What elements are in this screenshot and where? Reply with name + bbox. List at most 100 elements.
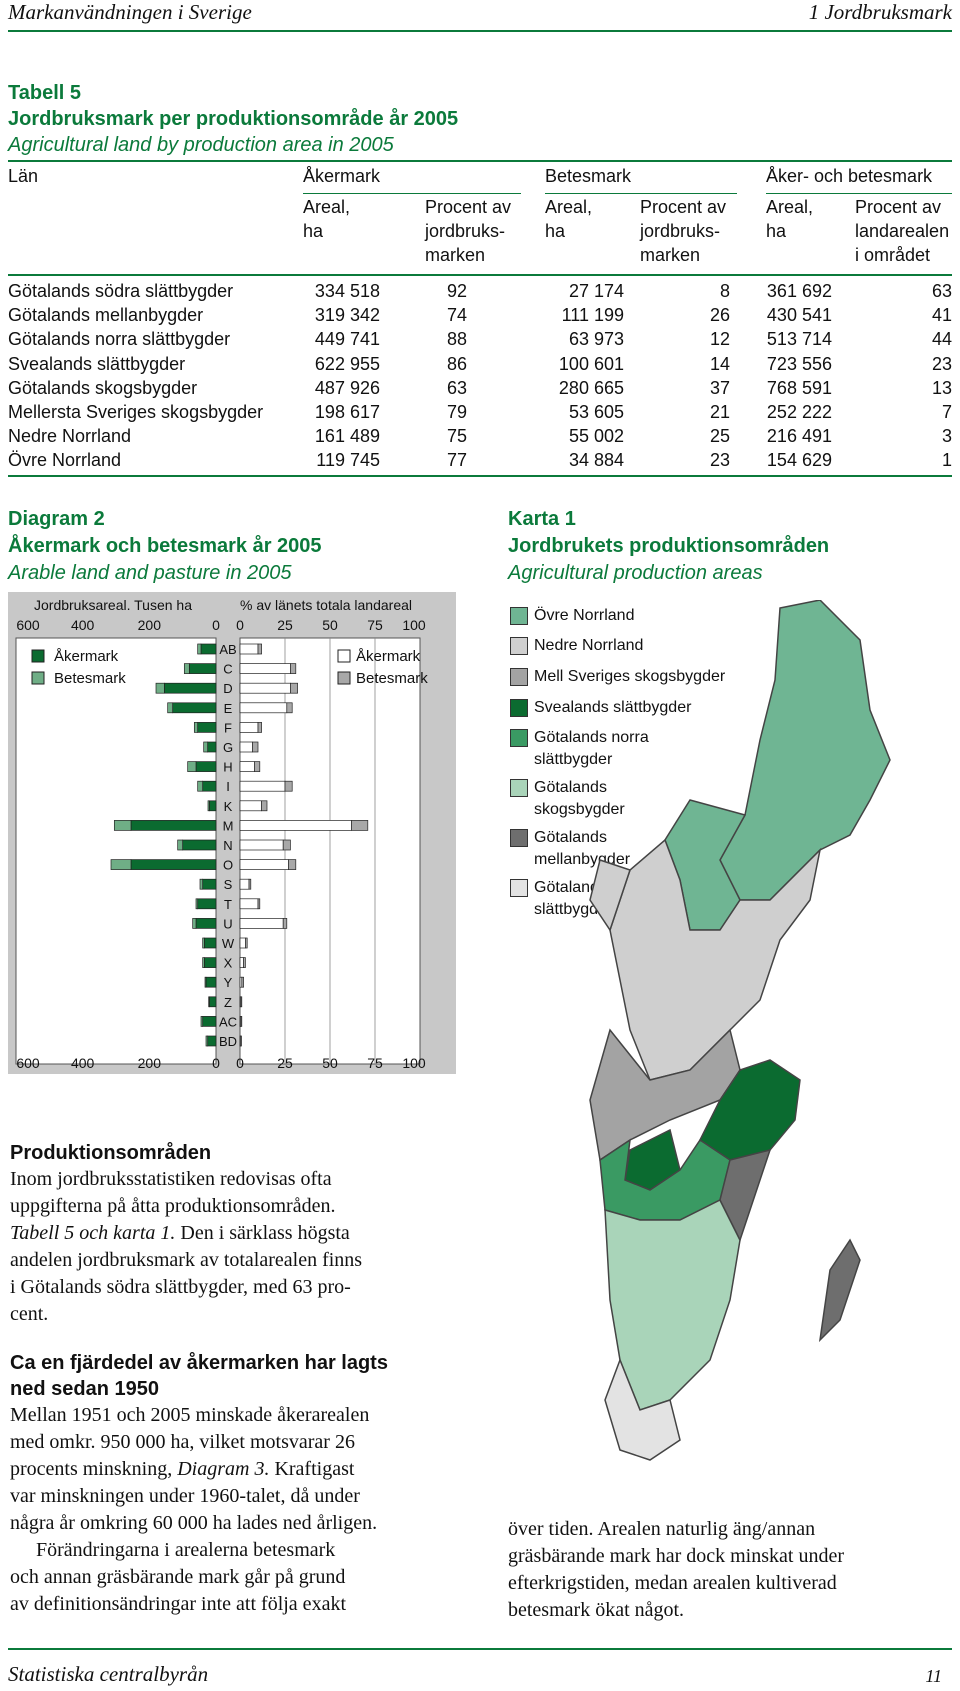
- left-tick-label-bottom: 600: [16, 1055, 40, 1071]
- map-subtitle: Agricultural production areas: [508, 562, 763, 584]
- table-cell-name: Götalands södra slättbygder: [8, 281, 234, 301]
- bar-left-akermark: [130, 820, 217, 831]
- table-cell-b-pct: 8: [719, 281, 730, 301]
- table-cell-b-ha: 53 605: [568, 402, 624, 422]
- table-cell-b-pct: 12: [709, 329, 730, 350]
- category-label: T: [224, 897, 232, 912]
- bar-right-betesmark: [351, 820, 369, 831]
- category-label: F: [224, 720, 232, 735]
- legend-swatch-left-betesmark: [31, 671, 45, 685]
- category-label: M: [223, 818, 234, 833]
- bar-left-betesmark: [203, 741, 209, 753]
- bar-left-betesmark: [110, 859, 132, 870]
- bar-left-betesmark: [208, 996, 210, 1008]
- table-cell-name: Götalands mellanbygder: [8, 305, 204, 326]
- table-cell-b-pct: 37: [709, 377, 730, 398]
- table-cell-a-pct: 74: [446, 305, 467, 326]
- table-cell-b-pct: 25: [709, 426, 730, 447]
- table-cell-t-ha: 154 629: [766, 450, 832, 471]
- category-label: D: [223, 681, 232, 696]
- bar-left-betesmark: [192, 918, 197, 929]
- running-header-left: Markanvändningen i Sverige: [8, 0, 252, 24]
- bar-left-akermark: [197, 898, 217, 910]
- legend-label: Nedre Norrland: [534, 637, 644, 654]
- bar-right-betesmark: [241, 976, 244, 988]
- table-cell-b-pct: 14: [709, 353, 730, 374]
- table-top-rule: [8, 160, 952, 162]
- category-label: I: [226, 779, 230, 794]
- legend-swatch: [510, 668, 528, 686]
- table-cell-name: Svealands slättbygder: [8, 353, 186, 374]
- right-tick-label-bottom: 0: [236, 1055, 244, 1071]
- table-cell-name: Nedre Norrland: [8, 426, 132, 447]
- table-cell-t-pct: 63: [931, 281, 952, 301]
- table-row: Götalands mellanbygder 319 342 74 111 199 26…: [8, 303, 952, 327]
- table-cell-a-ha: 319 342: [314, 305, 380, 326]
- table-cell-name: Götalands skogsbygder: [8, 377, 198, 398]
- legend-left-akermark: Åkermark: [54, 648, 119, 665]
- bar-left-betesmark: [167, 702, 174, 714]
- page-number: 11: [925, 1666, 942, 1686]
- table-cell-b-pct: 26: [709, 305, 730, 326]
- table-cell-b-ha: 111 199: [561, 305, 624, 326]
- bar-left-akermark: [203, 937, 217, 949]
- group-rule-both: [766, 193, 952, 194]
- table-cell-t-ha: 252 222: [766, 402, 832, 422]
- table-row: Götalands norra slättbygder 449 741 88 63 9…: [8, 327, 952, 351]
- bar-right-akermark: [239, 663, 291, 674]
- map-title: Jordbrukets produktionsområden: [508, 535, 830, 557]
- table-subtitle: Agricultural land by production area in …: [8, 134, 394, 156]
- category-label: S: [224, 877, 233, 892]
- bar-left-akermark: [195, 918, 217, 929]
- group-rule-bete: [545, 193, 737, 194]
- table-cell-t-pct: 44: [931, 329, 952, 350]
- bar-right-akermark: [239, 682, 291, 694]
- bar-left-betesmark: [200, 1016, 204, 1027]
- category-label: O: [223, 858, 233, 873]
- bar-left-akermark: [208, 800, 217, 812]
- bar-left-betesmark: [197, 780, 204, 792]
- group-header-akermark: Åkermark: [303, 166, 381, 186]
- left-plot-area: [15, 637, 217, 1065]
- bar-left-betesmark: [202, 957, 205, 968]
- bar-right-akermark: [239, 839, 284, 851]
- sub-header-pct-3: Procent av landarealen i området: [855, 197, 950, 265]
- category-label: Y: [224, 975, 233, 990]
- bar-left-akermark: [203, 957, 217, 968]
- table-cell-a-ha: 161 489: [314, 426, 380, 447]
- table-cell-a-pct: 88: [446, 329, 467, 350]
- bar-right-akermark: [239, 741, 253, 753]
- right-tick-label-top: 50: [322, 617, 338, 633]
- category-label: BD: [219, 1034, 237, 1049]
- table-cell-b-ha: 27 174: [568, 281, 624, 301]
- bar-right-akermark: [239, 780, 286, 792]
- bar-left-akermark: [202, 878, 217, 890]
- table-cell-name: Övre Norrland: [8, 450, 122, 471]
- legend-right-akermark: Åkermark: [356, 648, 421, 665]
- legend-label: Götalands norra slättbygder: [534, 729, 649, 768]
- bar-right-betesmark: [282, 839, 291, 851]
- bar-left-betesmark: [199, 878, 204, 890]
- table-cell-a-pct: 63: [446, 377, 467, 398]
- category-label: AB: [219, 642, 236, 657]
- text-column-left: Produktionsområden Inom jordbruksstatist…: [10, 1140, 470, 1618]
- bar-left-akermark: [207, 741, 217, 753]
- table-cell-a-pct: 75: [446, 426, 467, 447]
- table-label: Tabell 5: [8, 82, 81, 104]
- table-cell-t-pct: 13: [931, 377, 952, 398]
- left-tick-label-bottom: 400: [71, 1055, 95, 1071]
- legend-left-betesmark: Betesmark: [54, 670, 126, 687]
- group-header-both: Åker- och betesmark: [766, 166, 933, 186]
- legend-swatch: [510, 607, 528, 625]
- table-cell-a-pct: 86: [446, 353, 467, 374]
- table-cell-t-pct: 7: [941, 402, 952, 422]
- running-header-right: 1 Jordbruksmark: [808, 0, 952, 24]
- table-header-rule: [8, 274, 952, 276]
- bar-left-akermark: [197, 722, 217, 733]
- table-cell-a-ha: 198 617: [314, 402, 380, 422]
- legend-label: Götalands skogsbygder: [534, 779, 625, 818]
- table-cell-b-ha: 63 973: [568, 329, 624, 350]
- bar-right-akermark: [239, 859, 289, 870]
- bar-right-akermark: [239, 957, 244, 968]
- bar-left-betesmark: [197, 643, 202, 655]
